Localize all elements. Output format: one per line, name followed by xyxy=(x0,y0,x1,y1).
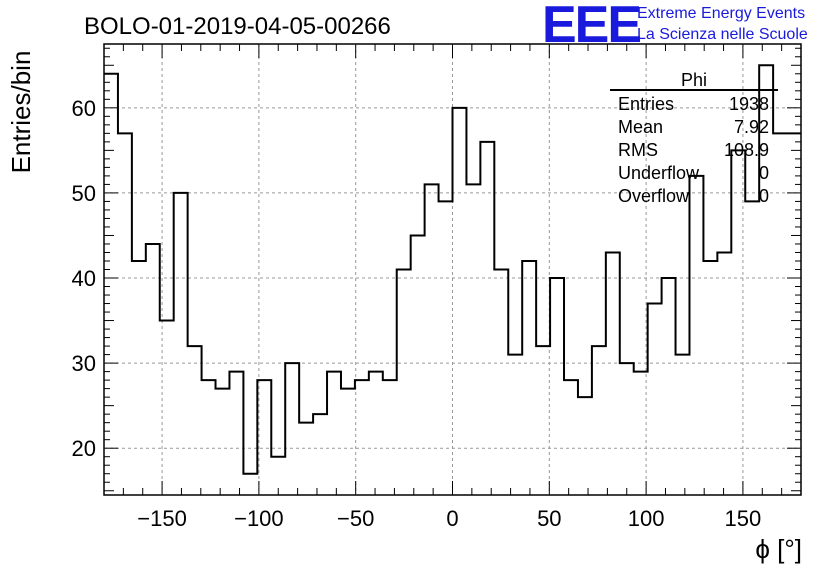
stats-row-label: Underflow xyxy=(618,163,700,183)
histogram-series-line xyxy=(104,64,801,475)
stats-row-label: RMS xyxy=(618,140,658,160)
stats-row-label: Mean xyxy=(618,117,663,137)
stats-rows: Entries 1938 Mean 7.92 RMS 108.9 Underflow 0 Ove… xyxy=(618,94,769,206)
y-tick-label: 50 xyxy=(72,181,96,206)
stats-row-value: 7.92 xyxy=(734,117,769,137)
x-axis-title: ϕ [°] xyxy=(755,534,802,564)
y-tick-label: 40 xyxy=(72,266,96,291)
x-tick-label: 50 xyxy=(537,506,561,531)
eee-logo-mark: EEE xyxy=(542,0,640,54)
stats-row-value: 0 xyxy=(759,186,769,206)
y-tick-label: 20 xyxy=(72,436,96,461)
x-tick-label: −100 xyxy=(234,506,284,531)
x-tick-label: −150 xyxy=(137,506,187,531)
x-tick-label: 150 xyxy=(725,506,762,531)
stats-row-value: 108.9 xyxy=(724,140,769,160)
axis-ticks xyxy=(103,44,802,495)
x-tick-label: −50 xyxy=(337,506,374,531)
x-tick-label: 0 xyxy=(446,506,458,531)
stats-row-value: 0 xyxy=(759,163,769,183)
stats-row-label: Overflow xyxy=(618,186,690,206)
tick-labels: −150 −100 −50 0 50 100 150 20 30 40 50 60 xyxy=(72,96,762,531)
stats-row-value: 1938 xyxy=(729,94,769,114)
x-tick-label: 100 xyxy=(628,506,665,531)
eee-logo: EEE Extreme Energy Events La Scienza nel… xyxy=(542,0,808,54)
eee-logo-line1: Extreme Energy Events xyxy=(637,5,805,22)
stats-row-label: Entries xyxy=(618,94,674,114)
y-tick-label: 60 xyxy=(72,96,96,121)
stats-name: Phi xyxy=(681,70,707,90)
chart-title: BOLO-01-2019-04-05-00266 xyxy=(84,13,391,40)
y-axis-title: Entries/bin xyxy=(6,51,36,174)
stats-box: Phi Entries 1938 Mean 7.92 RMS 108.9 Underflow… xyxy=(610,70,778,206)
eee-logo-line2: La Scienza nelle Scuole xyxy=(637,26,808,43)
y-tick-label: 30 xyxy=(72,351,96,376)
